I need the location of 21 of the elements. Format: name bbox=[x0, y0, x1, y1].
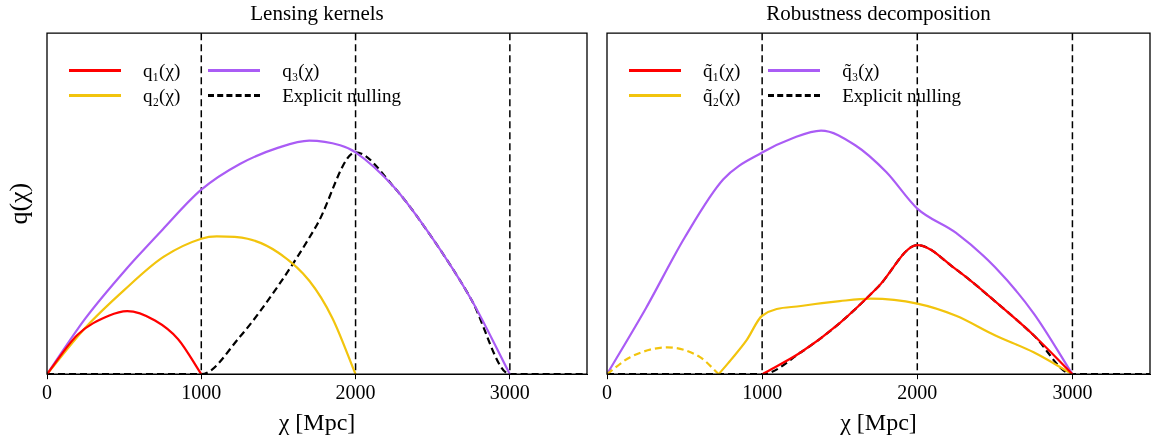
x-tick-label: 3000 bbox=[489, 381, 530, 404]
chart-title: Robustness decomposition bbox=[766, 1, 992, 26]
x-tick-label: 0 bbox=[602, 381, 612, 404]
x-tick-label: 2000 bbox=[897, 381, 938, 404]
x-tick-label: 2000 bbox=[335, 381, 376, 404]
legend-label: Explicit nulling bbox=[842, 84, 961, 108]
legend-label: q₂(χ) bbox=[143, 84, 181, 108]
legend-label: q̃₁(χ) bbox=[703, 59, 741, 83]
x-axis-title: χ [Mpc] bbox=[839, 408, 917, 435]
legend-label: q̃₂(χ) bbox=[703, 84, 741, 108]
x-tick-label: 0 bbox=[42, 381, 52, 404]
x-tick-label: 1000 bbox=[742, 381, 783, 404]
chart-title: Lensing kernels bbox=[250, 1, 384, 26]
legend-label: q̃₃(χ) bbox=[842, 59, 880, 83]
x-tick-label: 3000 bbox=[1052, 381, 1093, 404]
legend-label: q₁(χ) bbox=[143, 59, 181, 83]
y-axis-title: q(χ) bbox=[3, 182, 33, 225]
legend-label: Explicit nulling bbox=[282, 84, 401, 108]
legend-label: q₃(χ) bbox=[282, 59, 320, 83]
x-axis-title: χ [Mpc] bbox=[277, 408, 356, 435]
x-tick-label: 1000 bbox=[181, 381, 222, 404]
